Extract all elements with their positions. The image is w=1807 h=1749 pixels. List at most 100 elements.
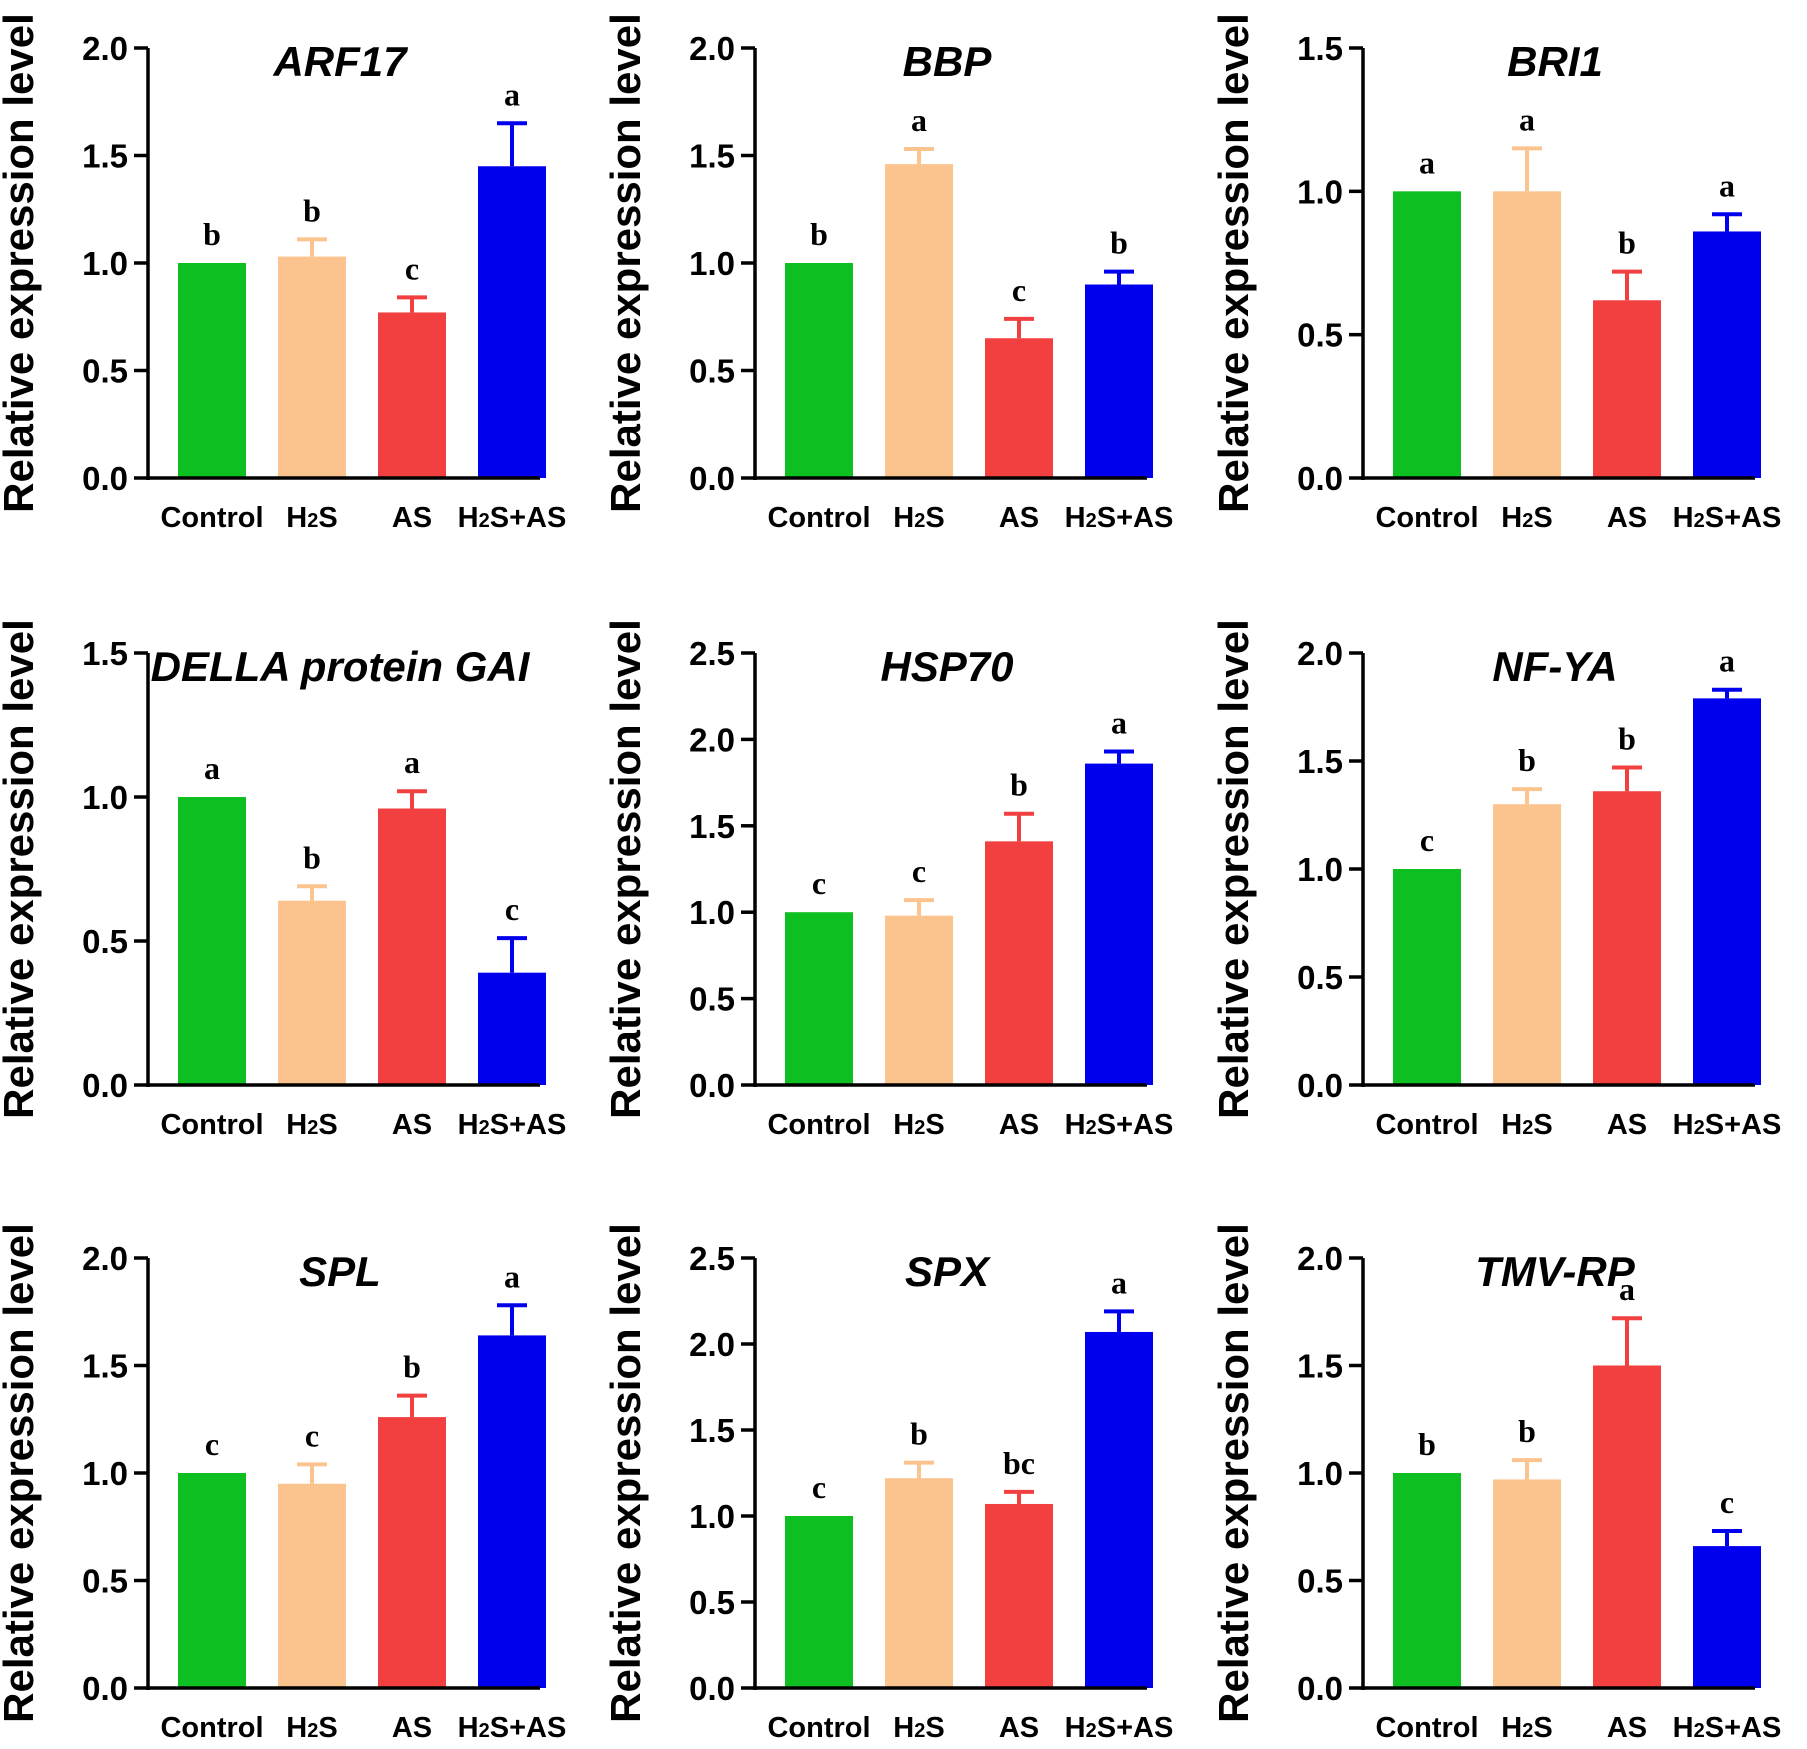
y-tick-label: 2.5	[689, 1240, 735, 1277]
y-tick-label: 0.5	[82, 353, 128, 390]
bar-h2s	[885, 164, 953, 478]
y-axis-label: Relative expression level	[602, 13, 649, 513]
y-tick-label: 2.0	[689, 721, 735, 758]
chart-title: BRI1	[1507, 38, 1603, 85]
significance-letter: b	[810, 216, 828, 252]
chart-panel-spl: Relative expression level SPL c Control c H2S…	[0, 1223, 566, 1744]
significance-letter: c	[305, 1417, 319, 1453]
x-tick-label: H2S+AS	[1673, 1712, 1782, 1744]
chart-panel-bbp: Relative expression level BBP b Control a H2S…	[602, 13, 1173, 534]
y-tick-label: 1.0	[82, 1455, 128, 1492]
y-tick-label: 0.0	[82, 1067, 128, 1104]
bar-h2s	[1493, 191, 1561, 479]
x-tick-label: AS	[392, 1109, 432, 1141]
x-tick-label: AS	[999, 1109, 1039, 1141]
bar-as	[378, 312, 446, 478]
y-tick-label: 0.0	[689, 460, 735, 497]
y-tick-label: 0.0	[1297, 460, 1343, 497]
significance-letter: bc	[1003, 1445, 1035, 1481]
bar-as	[985, 1503, 1053, 1688]
y-tick-label: 1.0	[82, 779, 128, 816]
x-tick-label: Control	[1375, 1109, 1478, 1141]
significance-letter: a	[1719, 643, 1735, 679]
x-tick-label: Control	[1375, 1712, 1478, 1744]
y-tick-label: 2.0	[689, 1326, 735, 1363]
significance-letter: b	[910, 1416, 928, 1452]
y-tick-label: 0.5	[689, 981, 735, 1018]
y-tick-label: 1.5	[1297, 743, 1343, 780]
significance-letter: c	[1720, 1484, 1734, 1520]
significance-letter: c	[1420, 822, 1434, 858]
y-tick-label: 0.0	[689, 1067, 735, 1104]
x-tick-label: H2S+AS	[1065, 1712, 1174, 1744]
x-tick-label: H2S+AS	[1065, 1109, 1174, 1141]
y-tick-label: 1.0	[1297, 851, 1343, 888]
x-tick-label: Control	[1375, 502, 1478, 534]
significance-letter: b	[1110, 225, 1128, 261]
significance-letter: c	[405, 250, 419, 286]
x-tick-label: AS	[999, 1712, 1039, 1744]
y-tick-label: 1.5	[82, 138, 128, 175]
x-tick-label: Control	[160, 502, 263, 534]
bar-as	[1593, 1365, 1661, 1688]
bar-control	[785, 263, 853, 478]
significance-letter: a	[504, 76, 520, 112]
chart-title: DELLA protein GAI	[151, 643, 531, 690]
y-axis-label: Relative expression level	[1210, 1223, 1257, 1723]
significance-letter: a	[1719, 167, 1735, 203]
x-tick-label: Control	[767, 1109, 870, 1141]
y-tick-label: 0.0	[82, 460, 128, 497]
y-tick-label: 0.0	[1297, 1067, 1343, 1104]
y-tick-label: 2.0	[82, 1240, 128, 1277]
x-tick-label: AS	[1607, 502, 1647, 534]
y-tick-label: 1.5	[689, 138, 735, 175]
bar-as	[378, 808, 446, 1085]
y-axis-label: Relative expression level	[0, 1223, 42, 1723]
significance-letter: b	[303, 839, 321, 875]
y-tick-label: 1.0	[689, 894, 735, 931]
significance-letter: a	[1619, 1271, 1635, 1307]
bar-h2s-plus-as	[1693, 1546, 1761, 1688]
y-tick-label: 1.5	[1297, 30, 1343, 67]
y-tick-label: 0.5	[1297, 959, 1343, 996]
significance-letter: b	[1518, 1413, 1536, 1449]
significance-letter: b	[403, 1349, 421, 1385]
chart-title: ARF17	[272, 38, 408, 85]
x-tick-label: H2S	[893, 502, 944, 534]
significance-letter: b	[303, 192, 321, 228]
x-tick-label: H2S+AS	[458, 502, 567, 534]
x-tick-label: H2S	[1501, 1712, 1552, 1744]
x-tick-label: AS	[392, 1712, 432, 1744]
y-tick-label: 2.0	[82, 30, 128, 67]
bar-h2s-plus-as	[1085, 284, 1153, 478]
x-tick-label: Control	[767, 1712, 870, 1744]
bar-h2s-plus-as	[1693, 231, 1761, 478]
bar-as	[1593, 300, 1661, 478]
bar-as	[1593, 791, 1661, 1085]
x-tick-label: H2S+AS	[1673, 1109, 1782, 1141]
significance-letter: a	[1419, 144, 1435, 180]
x-tick-label: H2S+AS	[1065, 502, 1174, 534]
bar-h2s-plus-as	[478, 1335, 546, 1688]
bar-as	[378, 1417, 446, 1688]
chart-panel-hsp70: Relative expression level HSP70 c Control c H…	[602, 619, 1173, 1141]
chart-panel-nf-ya: Relative expression level NF-YA c Control b H…	[1210, 619, 1781, 1141]
x-tick-label: H2S+AS	[458, 1712, 567, 1744]
y-axis-label: Relative expression level	[0, 619, 42, 1119]
bar-h2s	[278, 900, 346, 1085]
y-tick-label: 2.0	[689, 30, 735, 67]
y-tick-label: 2.0	[1297, 635, 1343, 672]
chart-title: SPL	[299, 1248, 381, 1295]
bar-as	[985, 841, 1053, 1085]
x-tick-label: AS	[999, 502, 1039, 534]
chart-title: HSP70	[880, 643, 1013, 690]
bar-h2s	[1493, 804, 1561, 1085]
significance-letter: c	[1012, 272, 1026, 308]
significance-letter: a	[504, 1258, 520, 1294]
bar-h2s-plus-as	[478, 972, 546, 1085]
bar-control	[178, 263, 246, 478]
bar-h2s	[1493, 1479, 1561, 1688]
chart-panel-bri1: Relative expression level BRI1 a Control a H2…	[1210, 13, 1781, 534]
y-axis-label: Relative expression level	[602, 619, 649, 1119]
